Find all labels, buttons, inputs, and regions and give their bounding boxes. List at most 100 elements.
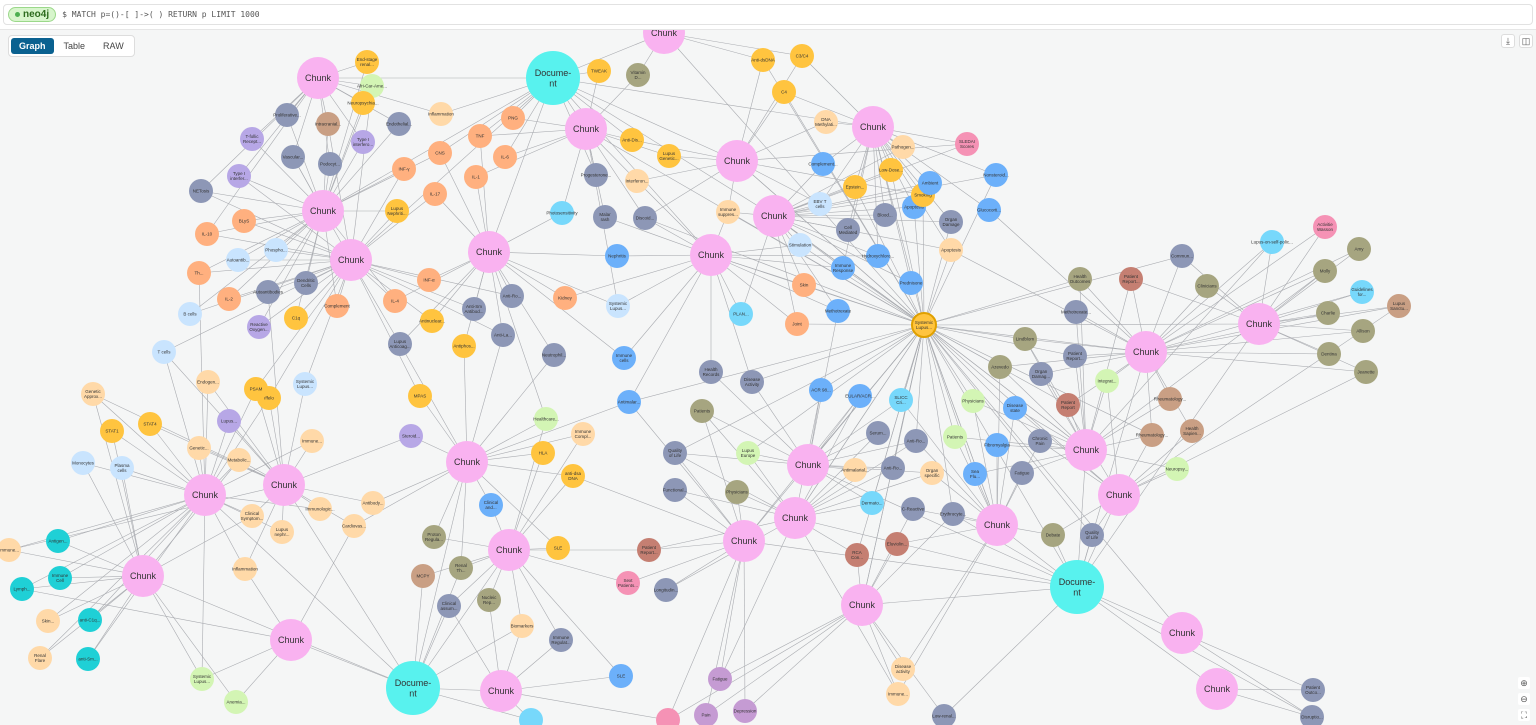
graph-node-c3-c4[interactable]: C3/C4 (790, 44, 814, 68)
relationship-edge[interactable] (350, 77, 554, 261)
graph-node-phospho[interactable]: Phospho... (264, 238, 288, 262)
graph-node-sext-patients[interactable]: SextPatients... (616, 571, 640, 595)
relationship-edge[interactable] (466, 334, 504, 463)
relationship-edge[interactable] (872, 126, 912, 284)
relationship-edge[interactable] (142, 575, 237, 703)
relationship-edge[interactable] (1145, 351, 1367, 373)
graph-node-inflammation[interactable]: Inflammation (232, 557, 258, 581)
graph-node-chunk[interactable]: Chunk (488, 529, 530, 571)
relationship-edge[interactable] (508, 549, 622, 677)
graph-node-anti-dis[interactable]: Anti-Dis... (620, 128, 644, 152)
relationship-edge[interactable] (488, 251, 619, 307)
relationship-edge[interactable] (564, 254, 712, 299)
database-badge[interactable]: neo4j (8, 7, 57, 22)
relationship-edge[interactable] (163, 259, 352, 353)
relationship-edge[interactable] (856, 324, 925, 556)
graph-node-charlie[interactable]: Charlie (1316, 301, 1340, 325)
graph-node-blys[interactable]: BLyS (232, 209, 256, 233)
graph-node-anti-ro[interactable]: Anti-Ro... (904, 429, 928, 453)
relationship-edge[interactable] (923, 324, 1087, 451)
graph-node-progesterone[interactable]: Progesterone... (581, 163, 612, 187)
graph-node-monocytes[interactable]: Monocytes (71, 451, 95, 475)
graph-node-genetic[interactable]: Genetic... (187, 436, 211, 460)
graph-node-podocyt[interactable]: Podocyt... (318, 152, 342, 176)
graph-node-physicians[interactable]: Physicians (725, 480, 749, 504)
graph-node-neutrophil[interactable]: Neutrophil... (542, 343, 566, 367)
relationship-edge[interactable] (1118, 305, 1400, 496)
graph-node-amy[interactable]: Amy (1347, 237, 1371, 261)
relationship-edge[interactable] (350, 259, 504, 336)
relationship-edge[interactable] (1130, 278, 1260, 325)
relationship-edge[interactable] (773, 146, 904, 217)
relationship-edge[interactable] (950, 249, 1147, 353)
graph-node-stat1[interactable]: STAT1 (100, 419, 124, 443)
relationship-edge[interactable] (1145, 226, 1326, 353)
relationship-edge[interactable] (189, 210, 324, 315)
graph-node-erythrocyte[interactable]: Erythrocyte... (940, 502, 967, 526)
relationship-edge[interactable] (736, 143, 968, 162)
relationship-edge[interactable] (710, 371, 809, 466)
relationship-edge[interactable] (872, 126, 997, 176)
relationship-edge[interactable] (719, 604, 863, 680)
relationship-edge[interactable] (1024, 338, 1087, 451)
tab-table[interactable]: Table (63, 41, 86, 51)
relationship-edge[interactable] (773, 215, 952, 223)
relationship-edge[interactable] (228, 259, 352, 300)
graph-node-anemia[interactable]: Anemia... (224, 690, 248, 714)
relationship-edge[interactable] (663, 32, 925, 326)
relationship-edge[interactable] (890, 169, 925, 326)
relationship-edge[interactable] (900, 399, 998, 526)
relationship-edge[interactable] (915, 324, 925, 442)
download-icon[interactable]: ⤓ (1501, 34, 1515, 48)
relationship-edge[interactable] (350, 85, 373, 261)
graph-node-molly[interactable]: Molly (1313, 259, 1337, 283)
fit-to-screen-icon[interactable]: ⛶ (1518, 709, 1530, 721)
relationship-edge[interactable] (47, 494, 206, 622)
graph-node-immune[interactable]: Immune... (886, 682, 910, 706)
graph-node-plan[interactable]: PLAN... (729, 302, 753, 326)
relationship-edge[interactable] (1181, 632, 1314, 691)
relationship-edge[interactable] (923, 323, 1260, 326)
graph-node-epstein[interactable]: Epstein... (843, 175, 867, 199)
graph-node-prednisone[interactable]: Prednisone (899, 271, 923, 295)
graph-node-immune[interactable]: Immune... (0, 538, 21, 562)
relationship-edge[interactable] (304, 259, 352, 385)
graph-node-kidney[interactable]: Kidney (553, 286, 577, 310)
relationship-edge[interactable] (412, 549, 510, 689)
graph-node-allison[interactable]: Allison (1351, 319, 1375, 343)
graph-node-mpas[interactable]: MPAS (408, 384, 432, 408)
graph-node-chunk[interactable]: Chunk (468, 231, 510, 273)
graph-node-slicc-cri[interactable]: SLICCCri... (889, 388, 913, 412)
graph-node-anti-ro[interactable]: Anti-Ro... (500, 284, 524, 308)
graph-node-pathogen[interactable]: Pathogen... (891, 135, 915, 159)
relationship-edge[interactable] (799, 244, 925, 326)
zoom-in-icon[interactable]: ⊕ (1518, 677, 1530, 689)
relationship-edge[interactable] (923, 324, 1076, 357)
relationship-edge[interactable] (204, 494, 414, 689)
relationship-edge[interactable] (943, 586, 1078, 717)
graph-node-disruptio[interactable]: Disruptio... (1300, 705, 1324, 725)
relationship-edge[interactable] (820, 324, 925, 391)
graph-node-organ-damag[interactable]: OrganDamag... (1029, 362, 1053, 386)
relationship-edge[interactable] (922, 194, 925, 326)
graph-node-chunk[interactable]: Chunk (753, 195, 795, 237)
graph-node-chunk[interactable]: Chunk (852, 106, 894, 148)
graph-node-patient-report[interactable]: PatientReport... (637, 538, 661, 562)
relationship-edge[interactable] (1145, 270, 1326, 353)
relationship-edge[interactable] (923, 324, 976, 475)
graph-node-chunk[interactable]: Chunk (184, 474, 226, 516)
graph-node-low-renal[interactable]: Low-renal... (932, 704, 956, 725)
graph-node-chunk[interactable]: Chunk (1065, 429, 1107, 471)
relationship-edge[interactable] (807, 464, 1078, 588)
relationship-edge[interactable] (350, 259, 421, 397)
graph-node-sle[interactable]: SLE (546, 536, 570, 560)
relationship-edge[interactable] (201, 494, 206, 680)
relationship-edge[interactable] (623, 254, 712, 359)
relationship-edge[interactable] (972, 400, 998, 526)
relationship-edge[interactable] (743, 540, 1078, 588)
graph-node-neuropsy[interactable]: Neuropsy... (1165, 457, 1189, 481)
